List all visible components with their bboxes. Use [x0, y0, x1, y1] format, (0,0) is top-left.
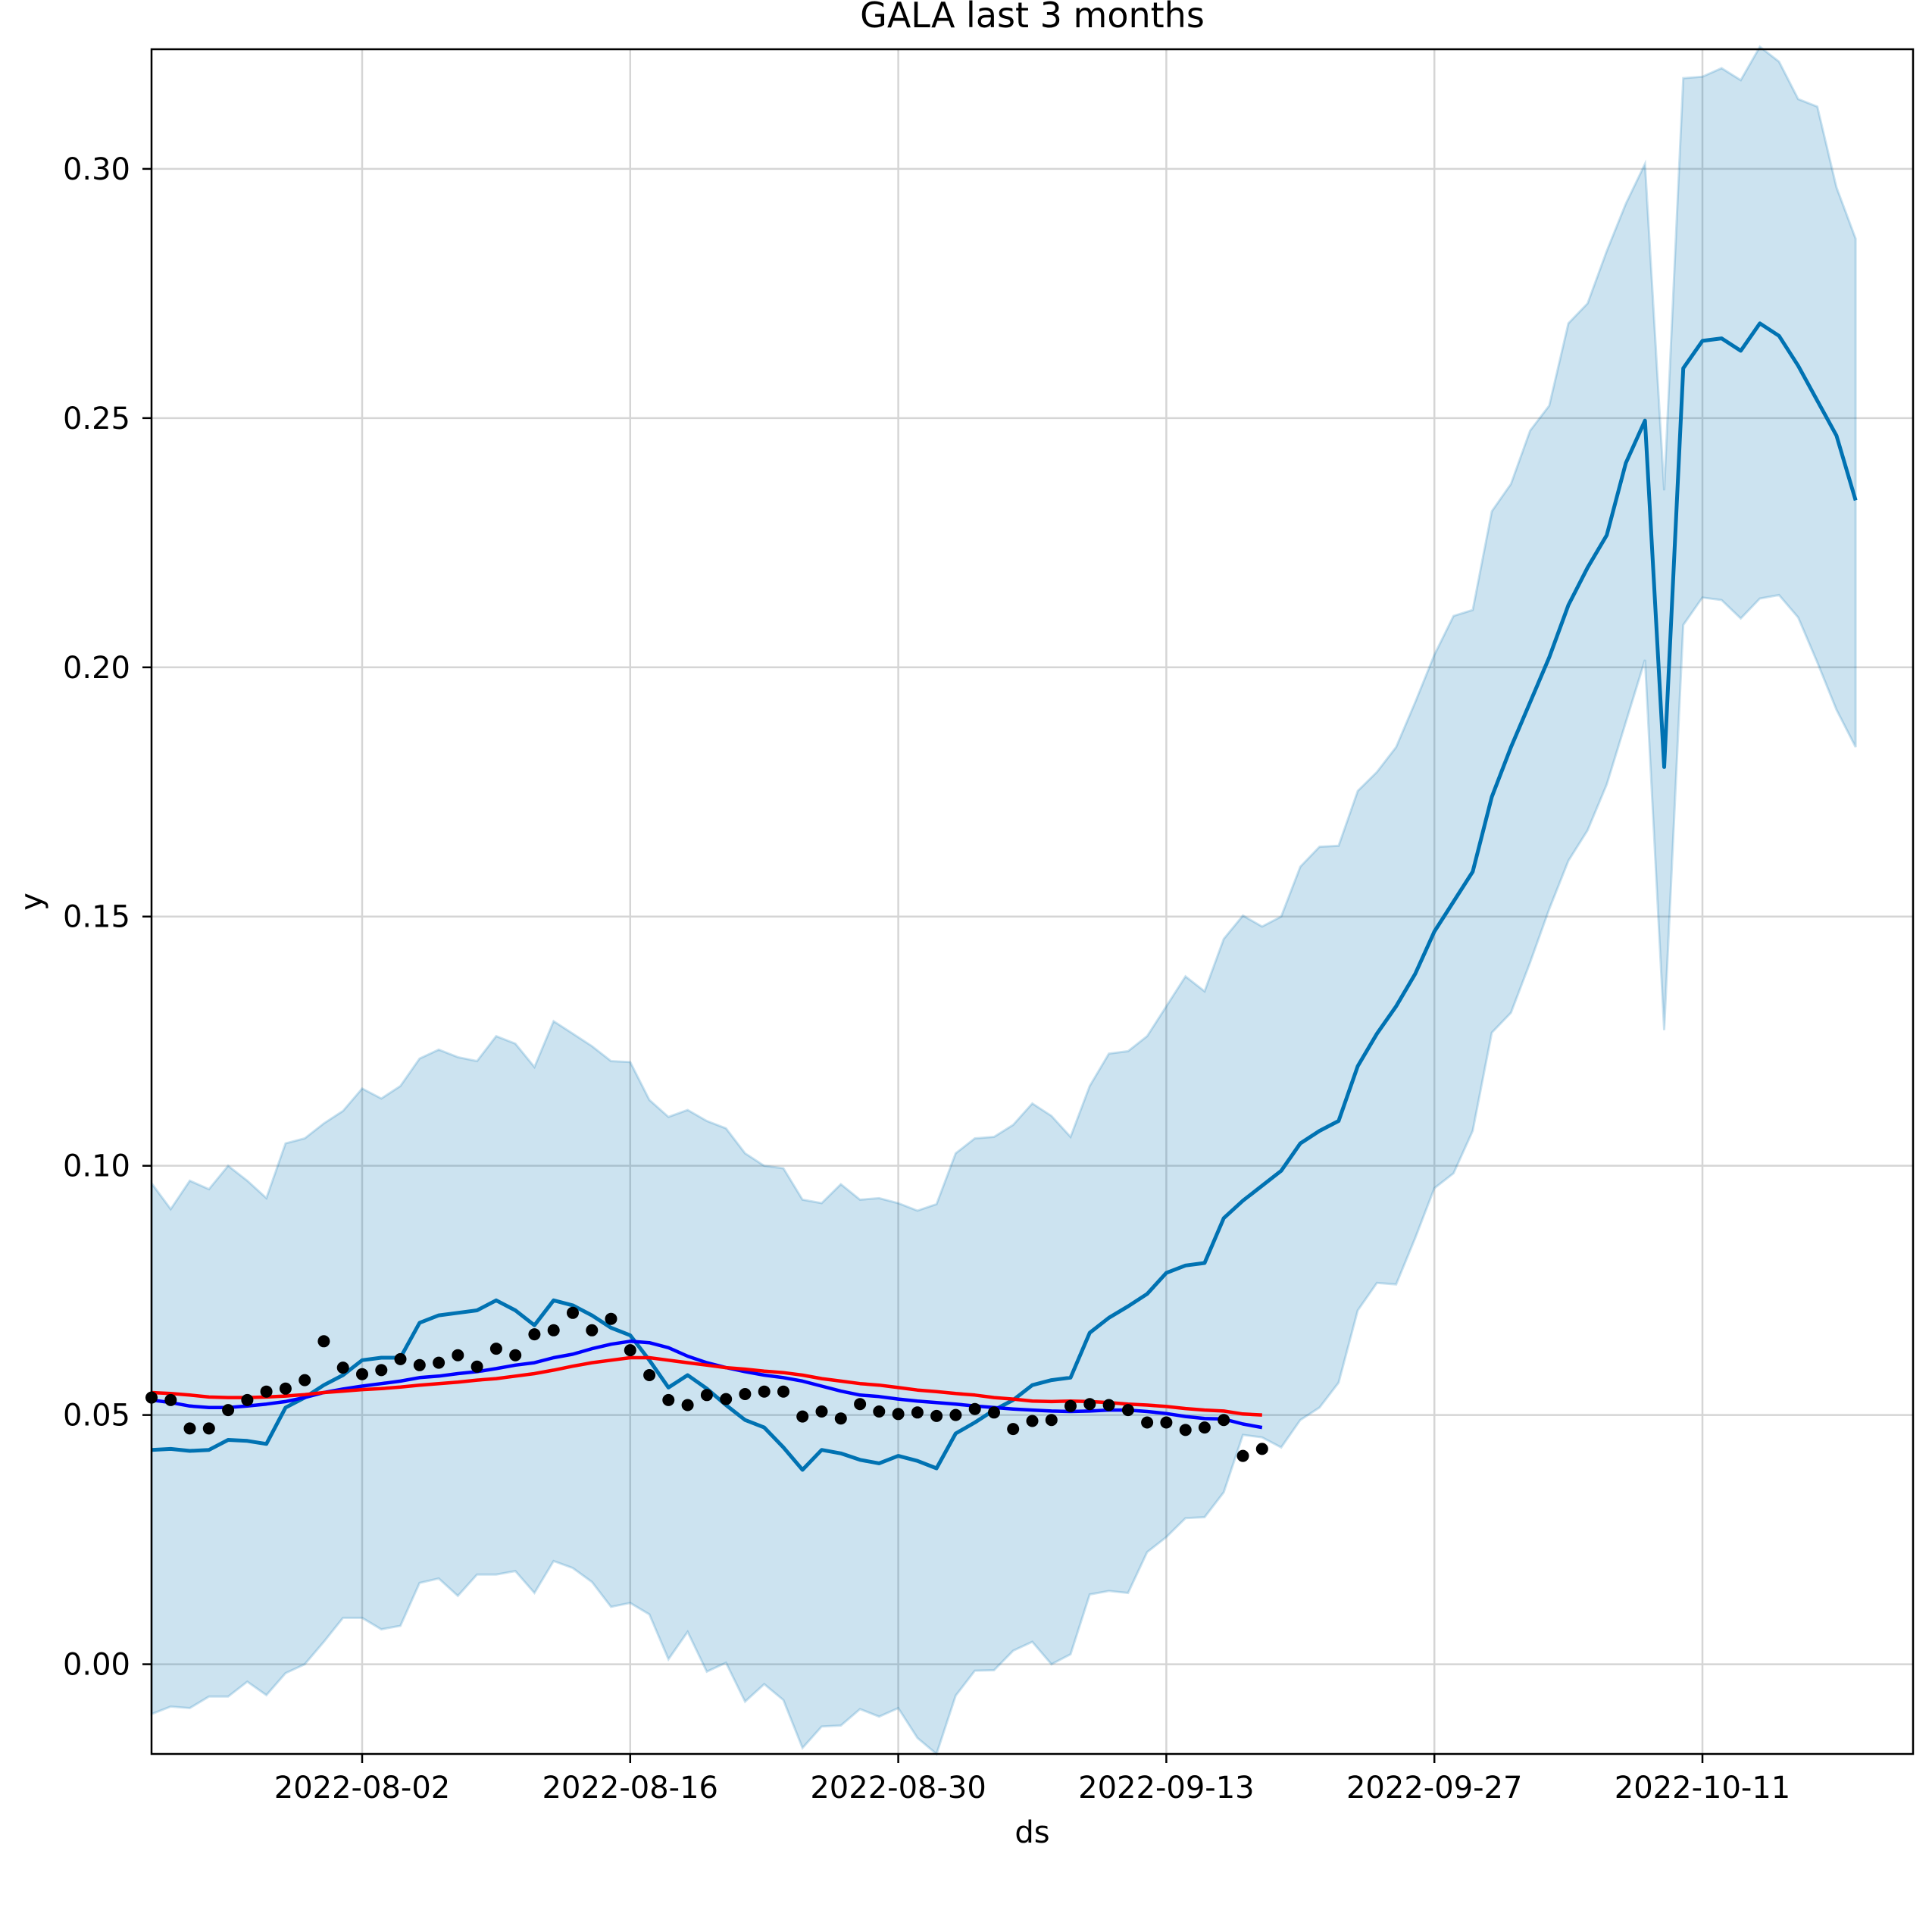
y-tick-label: 0.05 [63, 1399, 130, 1433]
x-axis-label: ds [1014, 1815, 1049, 1850]
observed-point [662, 1393, 675, 1406]
observed-point [299, 1374, 311, 1386]
x-tick-label: 2022-08-16 [542, 1771, 718, 1805]
observed-point [930, 1409, 943, 1422]
observed-point [949, 1408, 962, 1421]
observed-point [317, 1335, 330, 1348]
chart-title: GALA last 3 months [860, 0, 1205, 36]
observed-point [739, 1388, 752, 1400]
x-tick-label: 2022-10-11 [1615, 1771, 1790, 1805]
observed-point [222, 1404, 235, 1417]
series-lines [151, 321, 1858, 1472]
observed-point [1064, 1399, 1077, 1412]
observed-point [470, 1360, 483, 1373]
observed-point [452, 1349, 464, 1361]
observed-point [356, 1368, 368, 1380]
observed-point [911, 1406, 924, 1419]
observed-point [777, 1385, 789, 1398]
y-tick-label: 0.15 [63, 900, 130, 935]
observed-point [643, 1369, 656, 1381]
observed-point [509, 1349, 522, 1361]
observed-point [241, 1393, 254, 1406]
observed-point [968, 1402, 981, 1415]
uncertainty-band [150, 45, 1857, 1756]
observed-point [681, 1399, 694, 1411]
observed-point [202, 1422, 215, 1435]
plot-frame [150, 48, 1915, 1755]
observed-points [145, 1306, 1268, 1462]
observed-point [1026, 1415, 1039, 1427]
observed-point [1102, 1399, 1115, 1411]
uncertainty-interval [150, 45, 1857, 1756]
observed-point [1045, 1414, 1058, 1427]
observed-point [892, 1408, 905, 1421]
x-tick-label: 2022-09-27 [1346, 1771, 1522, 1805]
observed-point [567, 1306, 579, 1319]
y-tick-label: 0.30 [63, 152, 130, 187]
y-axis-ticks: 0.00 0.05 0.10 0.15 0.20 0.25 0.30 [63, 152, 152, 1683]
observed-point [1179, 1424, 1192, 1436]
observed-point [433, 1356, 445, 1369]
observed-point [547, 1324, 560, 1336]
y-axis-label: y [14, 893, 49, 911]
observed-point [1083, 1398, 1096, 1411]
observed-point [260, 1385, 273, 1398]
observed-point [988, 1406, 1000, 1419]
y-tick-label: 0.00 [63, 1648, 130, 1683]
y-tick-label: 0.20 [63, 651, 130, 686]
observed-point [164, 1393, 177, 1406]
x-tick-label: 2022-08-30 [810, 1771, 986, 1805]
observed-point [489, 1343, 502, 1355]
observed-point [758, 1385, 771, 1398]
observed-point [854, 1398, 867, 1411]
moving-average-red-line [151, 1355, 1262, 1417]
observed-point [1121, 1404, 1134, 1417]
x-tick-label: 2022-09-13 [1078, 1771, 1254, 1805]
observed-point [720, 1393, 733, 1405]
observed-point [1255, 1443, 1268, 1455]
observed-point [375, 1364, 388, 1377]
y-tick-label: 0.10 [63, 1149, 130, 1184]
observed-point [815, 1405, 828, 1418]
grid-lines [152, 49, 1913, 1754]
observed-point [394, 1352, 407, 1365]
observed-point [279, 1382, 292, 1395]
observed-point [1236, 1449, 1249, 1462]
observed-point [528, 1328, 541, 1341]
observed-point [336, 1361, 349, 1374]
observed-point [1007, 1423, 1020, 1436]
x-tick-label: 2022-08-02 [274, 1771, 450, 1805]
observed-point [700, 1389, 713, 1402]
observed-point [605, 1312, 617, 1325]
observed-point [1198, 1421, 1211, 1434]
observed-point [1160, 1416, 1173, 1429]
observed-point [183, 1422, 196, 1435]
observed-point [586, 1324, 599, 1336]
x-axis-ticks: 2022-08-02 2022-08-16 2022-08-30 2022-09-13… [274, 1754, 1790, 1805]
forecast-line [151, 321, 1858, 1472]
observed-point [1218, 1414, 1230, 1427]
observed-point [413, 1358, 426, 1371]
observed-point [624, 1344, 636, 1357]
observed-point [834, 1412, 847, 1425]
observed-point [873, 1405, 886, 1418]
y-tick-label: 0.25 [63, 402, 130, 436]
observed-point [1141, 1416, 1154, 1429]
observed-point [796, 1410, 809, 1423]
